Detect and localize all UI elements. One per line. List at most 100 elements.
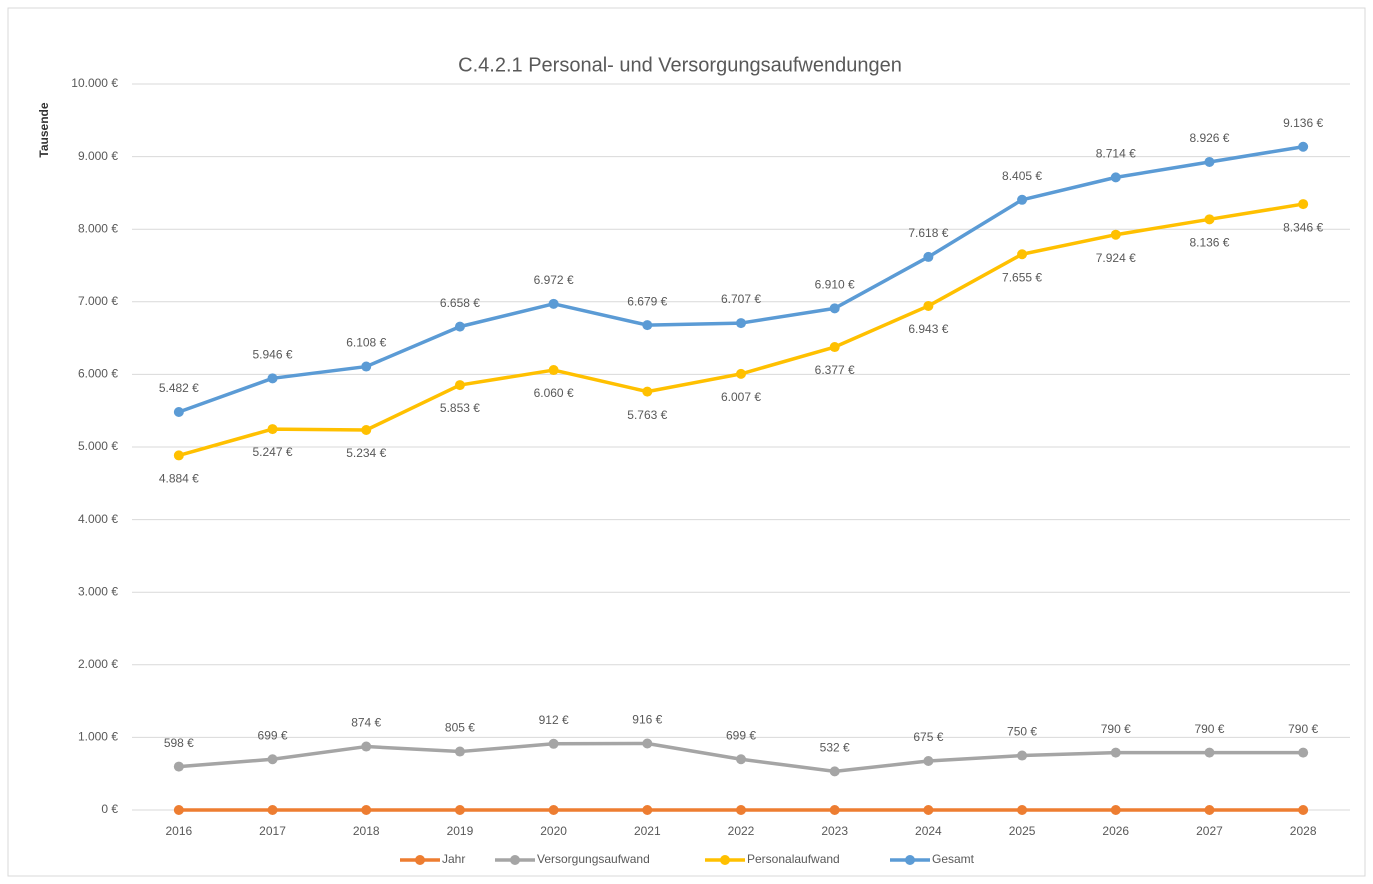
x-tick-label: 2018 xyxy=(353,824,380,838)
data-point xyxy=(173,761,184,772)
data-label: 790 € xyxy=(1288,722,1318,736)
data-point xyxy=(1298,199,1309,210)
data-label: 874 € xyxy=(351,716,381,730)
data-label: 598 € xyxy=(164,736,194,750)
data-label: 6.377 € xyxy=(815,363,855,377)
data-label: 699 € xyxy=(258,728,288,742)
data-point xyxy=(736,318,746,329)
data-point xyxy=(1110,229,1121,240)
data-point xyxy=(1110,747,1121,758)
data-label: 6.707 € xyxy=(721,292,761,306)
legend-marker xyxy=(415,855,425,865)
data-point xyxy=(642,320,653,331)
data-point xyxy=(1298,141,1309,152)
y-tick-label: 3.000 € xyxy=(78,584,118,598)
y-tick-label: 5.000 € xyxy=(78,439,118,453)
data-point xyxy=(1204,156,1215,167)
data-label: 5.853 € xyxy=(440,401,480,415)
x-tick-label: 2023 xyxy=(821,824,848,838)
data-label: 6.910 € xyxy=(815,278,855,292)
data-point xyxy=(548,805,559,815)
data-point xyxy=(173,450,184,461)
data-label: 6.943 € xyxy=(908,322,948,336)
data-point xyxy=(1017,249,1028,260)
legend-label: Personalaufwand xyxy=(747,852,840,866)
x-tick-label: 2022 xyxy=(728,824,755,838)
x-tick-label: 2021 xyxy=(634,824,661,838)
chart-border xyxy=(7,7,1366,877)
data-label: 8.405 € xyxy=(1002,169,1042,183)
x-tick-label: 2019 xyxy=(447,824,474,838)
data-label: 6.060 € xyxy=(534,386,574,400)
data-label: 6.972 € xyxy=(534,273,574,287)
data-label: 6.658 € xyxy=(440,296,480,310)
data-point xyxy=(1204,214,1215,225)
data-point xyxy=(923,300,934,311)
data-point xyxy=(361,361,372,372)
data-point xyxy=(267,424,278,435)
data-label: 8.136 € xyxy=(1189,235,1229,249)
data-point xyxy=(923,755,934,766)
data-point xyxy=(1017,750,1028,761)
data-label: 5.234 € xyxy=(346,446,386,460)
legend-marker xyxy=(720,855,730,865)
data-point xyxy=(1017,194,1028,205)
data-label: 9.136 € xyxy=(1283,116,1323,130)
data-point xyxy=(548,298,559,309)
data-point xyxy=(1204,747,1215,758)
data-label: 8.714 € xyxy=(1096,147,1136,161)
y-tick-label: 2.000 € xyxy=(78,657,118,671)
data-label: 805 € xyxy=(445,721,475,735)
legend-marker xyxy=(905,855,915,865)
data-point xyxy=(454,746,465,757)
data-point xyxy=(642,386,653,397)
legend-marker xyxy=(510,855,520,865)
data-label: 916 € xyxy=(632,713,662,727)
data-point xyxy=(361,425,372,436)
data-point xyxy=(361,805,372,815)
data-label: 5.247 € xyxy=(253,445,293,459)
y-tick-label: 0 € xyxy=(101,802,118,816)
y-tick-label: 6.000 € xyxy=(78,367,118,381)
x-tick-label: 2028 xyxy=(1290,824,1317,838)
data-point xyxy=(829,342,840,353)
y-tick-label: 4.000 € xyxy=(78,512,118,526)
data-label: 532 € xyxy=(820,741,850,755)
data-point xyxy=(1298,747,1309,758)
data-point xyxy=(1204,805,1215,815)
data-point xyxy=(736,754,746,765)
data-point xyxy=(1017,805,1028,815)
data-label: 5.946 € xyxy=(253,347,293,361)
data-point xyxy=(1110,805,1121,815)
y-tick-label: 1.000 € xyxy=(78,730,118,744)
data-point xyxy=(829,303,840,314)
data-label: 675 € xyxy=(913,730,943,744)
y-tick-label: 8.000 € xyxy=(78,221,118,235)
data-label: 790 € xyxy=(1194,722,1224,736)
legend-label: Jahr xyxy=(442,852,465,866)
data-label: 699 € xyxy=(726,728,756,742)
data-label: 750 € xyxy=(1007,725,1037,739)
y-axis-title: Tausende xyxy=(37,102,51,157)
data-point xyxy=(267,805,278,815)
data-label: 7.655 € xyxy=(1002,270,1042,284)
y-tick-label: 10.000 € xyxy=(71,76,118,90)
y-tick-label: 7.000 € xyxy=(78,294,118,308)
x-tick-label: 2024 xyxy=(915,824,942,838)
x-tick-label: 2026 xyxy=(1102,824,1129,838)
data-label: 912 € xyxy=(539,713,569,727)
data-point xyxy=(829,766,840,777)
data-point xyxy=(642,738,653,749)
data-label: 8.346 € xyxy=(1283,220,1323,234)
data-point xyxy=(454,805,465,815)
x-tick-label: 2025 xyxy=(1009,824,1036,838)
data-point xyxy=(173,407,184,418)
data-label: 6.679 € xyxy=(627,294,667,308)
data-point xyxy=(361,741,372,752)
data-label: 4.884 € xyxy=(159,472,199,486)
data-label: 7.924 € xyxy=(1096,251,1136,265)
data-point xyxy=(1298,805,1309,815)
data-point xyxy=(173,805,184,815)
data-point xyxy=(454,380,465,391)
